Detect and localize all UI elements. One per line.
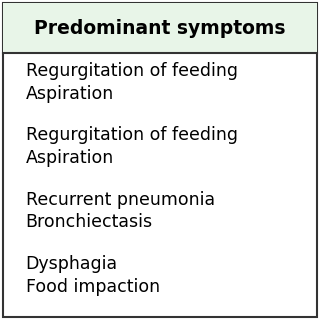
Text: Predominant symptoms: Predominant symptoms — [34, 19, 286, 37]
Text: Recurrent pneumonia
Bronchiectasis: Recurrent pneumonia Bronchiectasis — [26, 190, 215, 231]
Text: Regurgitation of feeding
Aspiration: Regurgitation of feeding Aspiration — [26, 126, 237, 167]
Bar — [3, 3, 317, 53]
Text: Dysphagia
Food impaction: Dysphagia Food impaction — [26, 255, 160, 296]
Text: Regurgitation of feeding
Aspiration: Regurgitation of feeding Aspiration — [26, 62, 237, 103]
